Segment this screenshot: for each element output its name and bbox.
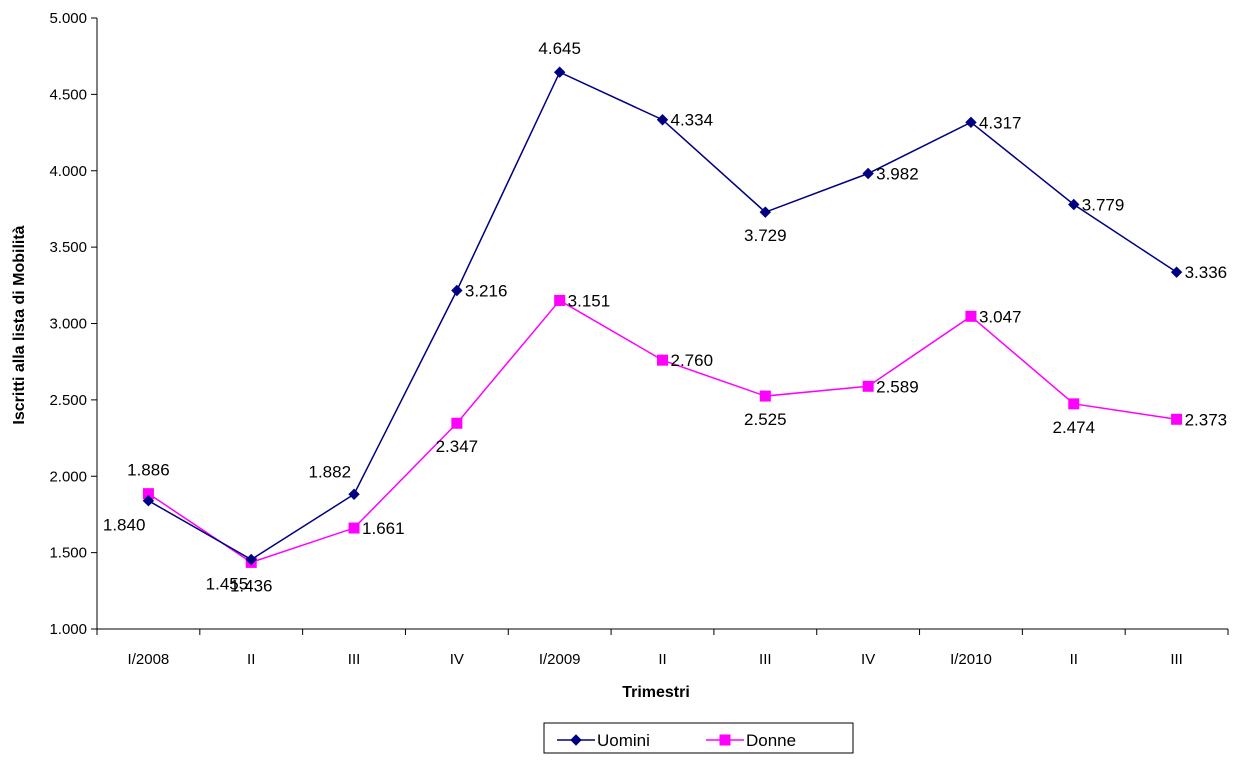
data-label-uomini: 3.779 <box>1082 196 1125 215</box>
data-label-donne: 3.151 <box>568 291 611 310</box>
y-tick-label: 1.500 <box>49 545 87 562</box>
y-tick-label: 1.000 <box>49 621 87 638</box>
y-tick-label: 2.500 <box>49 392 87 409</box>
data-label-uomini: 4.334 <box>671 111 714 130</box>
data-point-uomini <box>553 66 566 78</box>
legend-marker-uomini <box>570 734 582 746</box>
data-label-donne: 2.373 <box>1185 410 1228 429</box>
y-axis-title: Iscritti alla lista di Mobilità <box>11 225 28 424</box>
data-label-uomini: 3.982 <box>876 164 919 183</box>
x-tick-label: III <box>348 651 361 668</box>
x-tick-label: II <box>658 651 666 668</box>
data-label-uomini: 1.455 <box>206 574 249 593</box>
data-label-uomini: 3.336 <box>1185 263 1228 282</box>
data-point-donne <box>554 294 566 306</box>
data-label-uomini: 4.317 <box>979 113 1022 132</box>
data-point-uomini <box>656 114 669 126</box>
series-line-uomini <box>148 71 1178 561</box>
data-point-donne <box>862 380 874 392</box>
x-tick-label: IV <box>861 651 875 668</box>
x-tick-label: I/2009 <box>539 651 581 668</box>
x-axis-title: Trimestri <box>622 684 690 701</box>
data-labels: 1.886 1.436 1.661 2.347 3.151 2.760 2.525 2.589… <box>103 39 1227 595</box>
y-tick-label: 3.000 <box>49 316 87 333</box>
legend-label-donne: Donne <box>746 731 796 750</box>
y-tick-label: 4.500 <box>49 86 87 103</box>
data-label-donne: 1.661 <box>362 519 405 538</box>
data-point-uomini <box>451 284 463 297</box>
x-tick-label: III <box>759 651 772 668</box>
data-point-donne <box>451 417 463 429</box>
data-label-donne: 2.474 <box>1052 418 1095 437</box>
data-point-uomini <box>142 494 155 507</box>
data-label-donne: 2.525 <box>744 410 787 429</box>
x-tick-label: I/2010 <box>950 651 992 668</box>
x-tick-label: III <box>1170 651 1183 668</box>
data-label-uomini: 3.729 <box>744 226 787 245</box>
data-point-donne <box>657 354 668 366</box>
data-label-donne: 2.760 <box>671 351 714 370</box>
legend-box <box>543 722 854 754</box>
x-tick-label: II <box>1070 651 1078 668</box>
x-tick-label: II <box>247 651 255 668</box>
data-label-donne: 1.436 <box>230 576 273 595</box>
data-label-uomini: 3.216 <box>465 282 508 301</box>
legend-marker-donne <box>719 734 731 746</box>
y-tick-label: 4.000 <box>49 163 87 180</box>
data-label-donne: 1.886 <box>127 461 170 480</box>
data-point-uomini <box>1170 266 1183 278</box>
data-point-donne <box>348 522 360 534</box>
data-point-uomini <box>759 206 772 218</box>
legend: Uomini Donne <box>543 722 854 754</box>
x-tick-label: I/2008 <box>128 651 170 668</box>
y-tick-label: 2.000 <box>49 468 87 485</box>
data-label-uomini: 4.645 <box>538 39 581 58</box>
data-label-donne: 2.347 <box>436 437 479 456</box>
data-point-donne <box>965 310 977 322</box>
y-tick-label: 3.500 <box>49 239 87 256</box>
data-label-donne: 2.589 <box>876 377 919 396</box>
data-point-uomini <box>965 116 977 129</box>
data-label-uomini: 1.840 <box>103 516 146 535</box>
data-point-uomini <box>1068 198 1080 211</box>
y-tick-label: 5.000 <box>49 10 87 27</box>
axes: 1.000 1.500 2.000 2.500 3.000 3.500 4.000 4.500… <box>49 10 1229 668</box>
data-point-donne <box>759 390 771 402</box>
data-point-donne <box>1171 413 1183 425</box>
data-point-uomini <box>862 167 874 180</box>
series-layer <box>142 66 1183 568</box>
data-point-uomini <box>348 488 360 500</box>
data-point-uomini <box>245 553 257 566</box>
x-tick-label: IV <box>450 651 464 668</box>
data-point-donne <box>1068 398 1080 410</box>
legend-label-uomini: Uomini <box>597 731 650 750</box>
data-label-donne: 3.047 <box>979 307 1022 326</box>
series-line-donne <box>147 299 1177 564</box>
data-label-uomini: 1.882 <box>308 462 351 481</box>
